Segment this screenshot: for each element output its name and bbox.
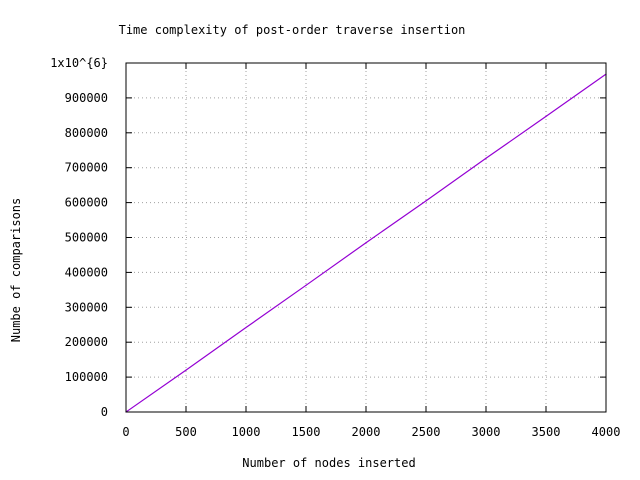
data-point bbox=[485, 157, 487, 159]
grid bbox=[126, 63, 606, 412]
x-tick-label: 2000 bbox=[352, 425, 381, 439]
data-point bbox=[545, 115, 547, 117]
x-tick-label: 1500 bbox=[292, 425, 321, 439]
ticks bbox=[125, 62, 607, 413]
x-tick-label: 1000 bbox=[232, 425, 261, 439]
x-tick-labels: 0 500 1000 1500 2000 2500 3000 3500 4000 bbox=[122, 425, 620, 439]
y-tick-label: 800000 bbox=[65, 126, 108, 140]
y-tick-label: 200000 bbox=[65, 335, 108, 349]
y-tick-label: 900000 bbox=[65, 91, 108, 105]
data-point bbox=[365, 242, 367, 244]
x-axis-label: Number of nodes inserted bbox=[242, 456, 415, 470]
y-tick-label: 700000 bbox=[65, 161, 108, 175]
data-point bbox=[185, 369, 187, 371]
x-tick-label: 4000 bbox=[592, 425, 621, 439]
y-tick-label: 100000 bbox=[65, 370, 108, 384]
y-tick-label: 600000 bbox=[65, 196, 108, 210]
y-tick-label: 0 bbox=[101, 405, 108, 419]
y-axis-label: Numbe of comparisons bbox=[9, 198, 23, 343]
data-point bbox=[425, 200, 427, 202]
x-tick-label: 2500 bbox=[412, 425, 441, 439]
x-tick-label: 3500 bbox=[532, 425, 561, 439]
data-point bbox=[305, 284, 307, 286]
x-tick-label: 3000 bbox=[472, 425, 501, 439]
series-layer bbox=[125, 73, 607, 413]
x-tick-label: 0 bbox=[122, 425, 129, 439]
y-tick-label: 500000 bbox=[65, 231, 108, 245]
chart-title: Time complexity of post-order traverse i… bbox=[119, 23, 466, 37]
x-tick-label: 500 bbox=[175, 425, 197, 439]
data-point bbox=[245, 326, 247, 329]
y-tick-label: 1x10^{6} bbox=[50, 56, 108, 70]
y-tick-labels: 0 100000 200000 300000 400000 500000 600000 700… bbox=[50, 56, 108, 419]
y-tick-label: 400000 bbox=[65, 265, 108, 279]
y-tick-label: 300000 bbox=[65, 300, 108, 314]
